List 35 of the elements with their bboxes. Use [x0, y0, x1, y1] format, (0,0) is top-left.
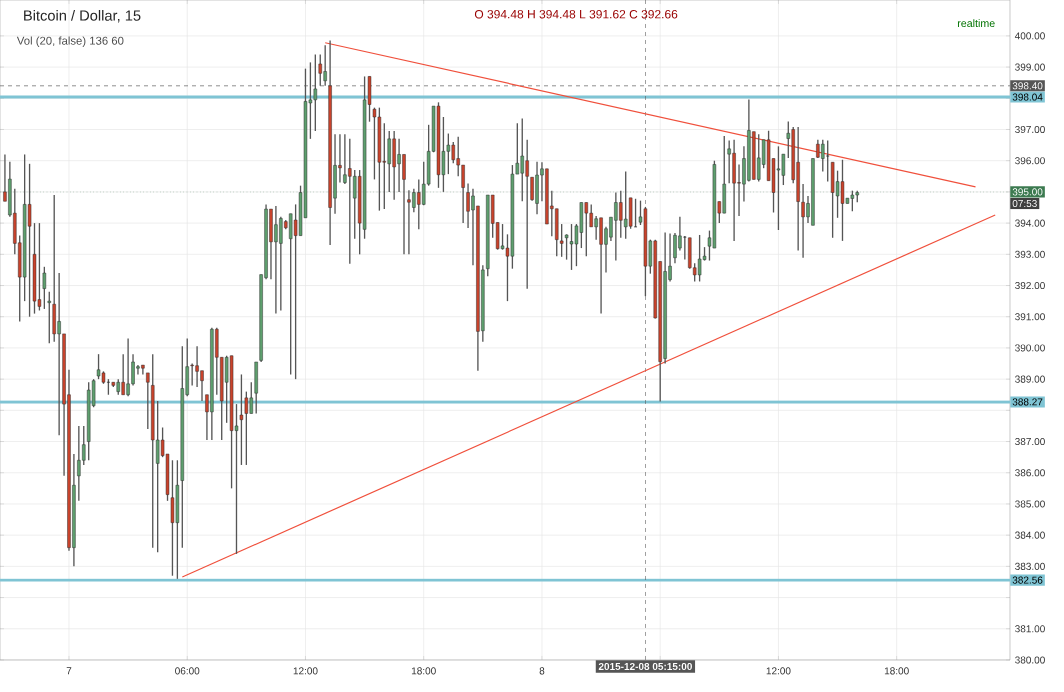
x-tick-label: 8: [539, 667, 545, 675]
y-tick-label: 400.00: [1014, 32, 1045, 40]
x-tick-label: 06:00: [175, 667, 200, 675]
annotation: O 394.48 H 394.48 L 391.62 C 392.66: [474, 9, 678, 19]
annotation: Vol (20, false) 136 60: [16, 36, 124, 47]
annotation: realtime: [957, 19, 995, 28]
ref-line-label: 398.04: [1012, 93, 1043, 101]
y-tick-label: 381.00: [1015, 625, 1045, 633]
y-tick-label: 386.00: [1015, 469, 1045, 477]
y-tick-label: 380.00: [1015, 656, 1045, 664]
text: Bitcoin / Dollar, 15: [24, 9, 141, 23]
y-tick-label: 396.00: [1015, 157, 1045, 165]
x-tick-label: 7: [66, 667, 72, 675]
ref-line-label: 2015-12-08 05:15:00: [598, 662, 692, 671]
y-tick-label: 399.00: [1015, 63, 1045, 71]
y-tick-label: 391.00: [1015, 313, 1045, 321]
y-tick-label: 390.00: [1015, 344, 1045, 352]
y-tick-label: 385.00: [1015, 500, 1045, 508]
y-tick-label: 384.00: [1015, 531, 1045, 539]
y-tick-label: 392.00: [1015, 281, 1045, 290]
ref-line-label: 398.40: [1012, 82, 1043, 90]
ref-line-label: 382.56: [1012, 576, 1043, 584]
ref-line-label: 395.00: [1012, 188, 1043, 196]
x-tick-label: 12:00: [766, 667, 791, 675]
x-tick-label: 18:00: [411, 667, 436, 675]
x-tick-label: 12:00: [293, 667, 318, 675]
y-tick-label: 389.00: [1015, 375, 1045, 383]
y-tick-label: 394.00: [1015, 219, 1045, 227]
y-tick-label: 387.00: [1015, 438, 1045, 446]
y-tick-label: 383.00: [1015, 562, 1045, 570]
y-tick-label: 393.00: [1015, 250, 1045, 258]
y-tick-label: 397.00: [1015, 125, 1045, 134]
x-tick-label: 18:00: [884, 667, 909, 675]
text: 07:53: [1012, 199, 1037, 208]
ref-line-label: 388.27: [1012, 398, 1043, 406]
